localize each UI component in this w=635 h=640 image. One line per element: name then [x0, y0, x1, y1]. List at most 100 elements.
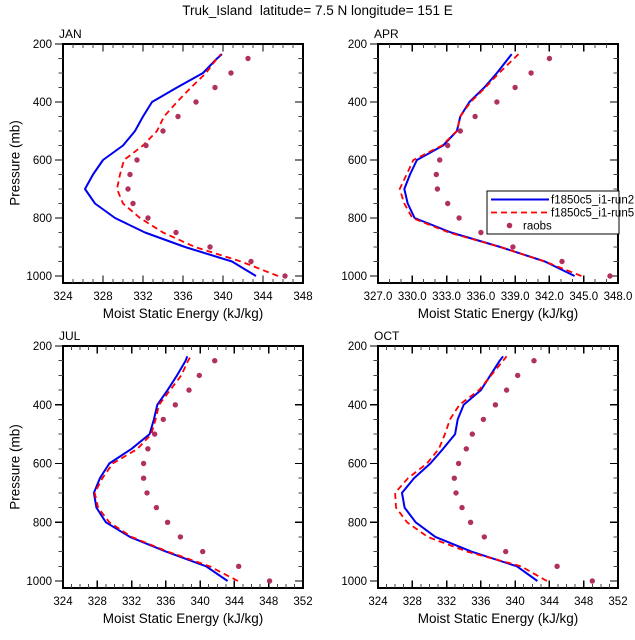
raobs-dot — [127, 171, 133, 178]
y-tick-label: 1000 — [341, 271, 367, 283]
raobs-dot — [512, 84, 518, 91]
x-tick-label: 328 — [403, 596, 422, 608]
raobs-dot — [455, 460, 462, 467]
x-tick-label: 348 — [259, 596, 278, 608]
raobs-dot — [245, 55, 251, 62]
raobs-dot — [160, 416, 166, 423]
y-axis-title-bottom-row: Pressure (mb) — [7, 424, 23, 510]
y-tick-label: 800 — [348, 213, 367, 225]
raobs-dot — [193, 99, 199, 105]
x-tick-label: 330.0 — [398, 291, 427, 303]
raobs-dot — [143, 142, 149, 149]
raobs-dot — [515, 372, 521, 379]
raobs-dot — [492, 402, 499, 408]
raobs-dot — [437, 157, 443, 163]
raobs-dot — [494, 99, 500, 105]
x-tick-label: 327.0 — [364, 291, 393, 303]
panel-label-jan: JAN — [59, 27, 82, 41]
run2-line — [401, 355, 538, 582]
raobs-dot — [186, 387, 192, 393]
raobs-dot — [236, 563, 242, 569]
x-tick-label: 328 — [93, 291, 112, 303]
raobs-dot — [503, 387, 510, 393]
raobs-dot — [173, 229, 179, 236]
run5-line — [398, 53, 582, 277]
panel-label-oct: OCT — [374, 329, 400, 343]
raobs-dot — [172, 402, 178, 408]
raobs-dot — [589, 578, 595, 584]
raobs-dot — [160, 128, 166, 134]
plot-frame — [62, 345, 304, 589]
y-tick-label: 400 — [348, 400, 367, 412]
raobs-dot — [134, 157, 140, 163]
x-tick-label: 340 — [191, 596, 210, 608]
y-tick-label: 1000 — [26, 271, 52, 283]
raobs-dot — [145, 215, 151, 221]
x-axis-title-apr: Moist Static Energy (kJ/kg) — [417, 306, 579, 321]
raobs-dot — [177, 534, 184, 540]
run5-line — [394, 355, 548, 582]
raobs-dot — [451, 475, 457, 481]
raobs-dot — [140, 460, 147, 467]
x-tick-label: 332 — [437, 596, 456, 608]
x-tick-label: 340 — [506, 596, 525, 608]
panel-label-jul: JUL — [59, 329, 81, 343]
raobs-dot — [433, 171, 439, 178]
x-tick-label: 339.0 — [501, 291, 530, 303]
raobs-dot — [480, 416, 487, 423]
raobs-dot — [228, 70, 234, 76]
raobs-dot — [130, 200, 136, 207]
x-tick-label: 344 — [225, 596, 245, 608]
raobs-dot — [248, 258, 254, 265]
y-tick-label: 400 — [33, 400, 52, 412]
raobs-dot — [196, 372, 202, 379]
y-tick-label: 200 — [33, 39, 52, 51]
raobs-dot — [212, 84, 218, 91]
y-tick-label: 800 — [348, 517, 367, 529]
x-tick-label: 333.0 — [432, 291, 461, 303]
x-tick-label: 344 — [540, 596, 560, 608]
legend-label-0: f1850c5_i1-run2 — [551, 195, 634, 207]
raobs-dot — [510, 244, 516, 250]
x-tick-label: 324 — [53, 291, 73, 303]
x-tick-label: 348 — [574, 596, 593, 608]
y-tick-label: 600 — [33, 155, 52, 167]
figure-title: Truk_Island latitude= 7.5 N longitude= 1… — [182, 3, 453, 18]
raobs-dot — [503, 548, 509, 555]
raobs-dot — [164, 519, 171, 525]
raobs-dot — [531, 358, 537, 364]
x-tick-label: 352 — [608, 596, 627, 608]
raobs-dot — [140, 475, 147, 481]
run5-line — [116, 53, 279, 277]
raobs-dot — [469, 431, 475, 437]
raobs-dot — [457, 128, 463, 134]
y-tick-label: 400 — [33, 97, 52, 109]
x-tick-label: 352 — [293, 596, 312, 608]
y-tick-label: 200 — [348, 39, 367, 51]
raobs-dot — [282, 273, 288, 279]
x-tick-label: 336 — [156, 596, 175, 608]
legend-label-1: f1850c5_i1-run5 — [551, 208, 634, 220]
y-tick-label: 200 — [33, 341, 52, 353]
x-axis-title-oct: Moist Static Energy (kJ/kg) — [417, 611, 579, 626]
x-tick-label: 344 — [253, 291, 273, 303]
panel-jan: 324 328 332 336 340 344 348 200 400 600 800 1000 — [26, 39, 312, 303]
run2-line — [92, 355, 229, 582]
raobs-dot — [554, 563, 560, 569]
raobs-dot — [463, 446, 469, 452]
plot-frame — [377, 43, 619, 284]
raobs-dot — [145, 446, 151, 452]
raobs-dot — [528, 70, 534, 76]
panel-jul: 324 328 332 336 340 344 348 352 200 400 600 800 1000 — [26, 341, 312, 608]
legend-label-raobs: raobs — [523, 221, 552, 233]
raobs-dot — [456, 215, 462, 221]
raobs-dot — [153, 504, 160, 511]
legend-dot-sample — [506, 222, 513, 229]
x-tick-label: 324 — [53, 596, 73, 608]
x-tick-label: 324 — [368, 596, 388, 608]
raobs-dot — [144, 490, 150, 496]
raobs-dot — [175, 113, 181, 120]
